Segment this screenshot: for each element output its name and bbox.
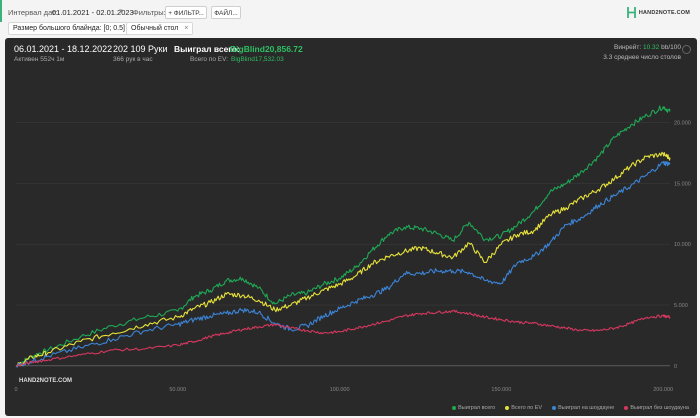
winrate: Винрейт: 10.32 bb/100 — [614, 44, 681, 51]
date-range: 06.01.2021 - 18.12.2022 — [14, 44, 113, 54]
hands-count: 202 109 Руки — [113, 44, 168, 54]
hands-per-hour: 366 рук в час — [113, 56, 153, 63]
legend-dot-icon — [505, 405, 510, 410]
active-time: Активен 552ч 1м — [14, 56, 65, 63]
x-tick-label: 150.000 — [491, 387, 511, 393]
legend-item[interactable]: Выиграл без шоудауна — [624, 405, 689, 411]
filter-chip-label: Размер большого блайнда: [0; 0.5] — [13, 25, 125, 32]
chart-legend: Выиграл всего Всего по EV Выиграл на шоуда… — [452, 405, 689, 411]
graph-panel: 06.01.2021 - 18.12.2022 Активен 552ч 1м … — [5, 38, 697, 416]
chart-watermark: HAND2NOTE.COM — [19, 378, 73, 384]
hand2note-logo: HAND2NOTE.COM — [626, 7, 690, 18]
settings-icon[interactable] — [682, 45, 691, 54]
winrate-suffix: bb/100 — [661, 44, 681, 51]
filter-chip-big-blind[interactable]: Размер большого блайнда: [0; 0.5] × — [8, 22, 140, 35]
y-tick-label: 20.000 — [674, 121, 691, 127]
profit-chart: 0 5.000 10.000 15.000 20.000 0 50.000 100.000 15… — [14, 105, 691, 393]
chevron-down-icon[interactable]: ▾ — [119, 8, 123, 15]
y-tick-label: 0 — [674, 364, 677, 370]
ev-total-value: BigBlind17,532.03 — [231, 56, 284, 63]
filter-chip-label: Обычный стол — [131, 25, 179, 32]
series-line — [15, 160, 671, 368]
legend-label: Выиграл на шоудауне — [558, 405, 615, 411]
date-interval-value[interactable]: 01.01.2021 - 02.01.2023 — [52, 8, 134, 17]
x-tick-label: 50.000 — [169, 387, 186, 393]
legend-dot-icon — [552, 405, 557, 410]
x-tick-label: 0 — [14, 387, 17, 393]
series-line — [15, 105, 671, 367]
legend-item[interactable]: Всего по EV — [505, 405, 542, 411]
x-tick-label: 200.000 — [653, 387, 673, 393]
logo-text: HAND2NOTE.COM — [638, 9, 690, 16]
filter-chip-regular-table[interactable]: Обычный стол × — [126, 22, 194, 35]
legend-item[interactable]: Выиграл всего — [452, 405, 495, 411]
y-tick-label: 5.000 — [674, 303, 688, 309]
legend-label: Выиграл всего — [458, 405, 496, 411]
add-filter-button[interactable]: + ФИЛЬТР... — [165, 6, 207, 19]
winrate-value: 10.32 — [643, 44, 660, 51]
series-line — [15, 151, 671, 367]
winrate-label: Винрейт: — [614, 44, 642, 51]
ev-total-label: Всего по EV: — [190, 56, 229, 63]
won-total-value: BigBlind20,856.72 — [230, 44, 303, 54]
accent-bar — [0, 0, 2, 22]
top-toolbar: Интервал дат: 01.01.2021 - 02.01.2023 ▾ … — [0, 0, 700, 38]
legend-dot-icon — [452, 405, 457, 410]
y-tick-label: 10.000 — [674, 242, 691, 248]
y-tick-label: 15.000 — [674, 181, 691, 187]
date-interval-label: Интервал дат: — [8, 8, 58, 17]
legend-label: Выиграл без шоудауна — [630, 405, 689, 411]
avg-tables: 3.3 среднее число столов — [603, 54, 681, 61]
won-total-label: Выиграл всего: — [174, 44, 240, 54]
legend-dot-icon — [624, 405, 629, 410]
logo-icon — [626, 7, 636, 18]
filters-label: Фильтры: — [133, 8, 166, 17]
file-button[interactable]: ФАЙЛ... — [211, 6, 241, 19]
series-line — [16, 309, 671, 367]
x-tick-label: 100.000 — [330, 387, 350, 393]
close-icon[interactable]: × — [184, 25, 189, 32]
legend-label: Всего по EV — [511, 405, 543, 411]
legend-item[interactable]: Выиграл на шоудауне — [552, 405, 614, 411]
